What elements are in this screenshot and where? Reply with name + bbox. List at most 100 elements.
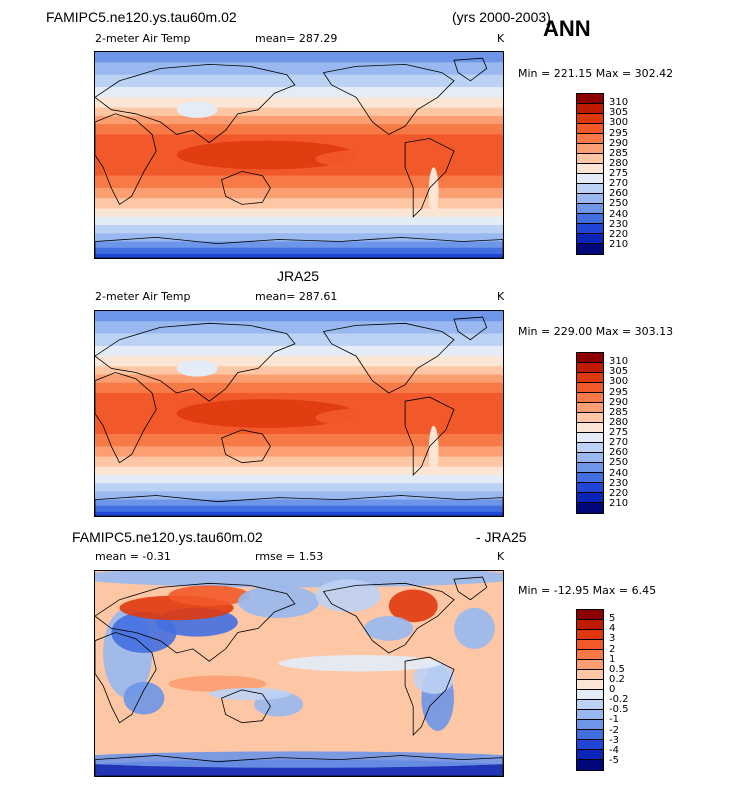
colorbar-tick-label: 260 <box>609 188 629 200</box>
colorbar-swatch <box>577 720 603 730</box>
coastline <box>221 429 271 464</box>
colorbar-swatch <box>577 383 603 393</box>
panel1-minmax: Min = 221.15 Max = 302.42 <box>518 67 674 80</box>
temperature-band <box>95 356 503 367</box>
panel3-colorbar <box>576 609 604 771</box>
coastline <box>453 57 488 82</box>
colorbar-tick-label: -0.5 <box>609 704 629 716</box>
panel2-units: K <box>497 290 505 303</box>
colorbar-swatch <box>577 760 603 770</box>
coastline <box>404 138 455 218</box>
panel3-title-right: - JRA25 <box>476 529 527 545</box>
coastline <box>453 316 488 341</box>
colorbar-swatch <box>577 174 603 184</box>
colorbar-tick-label: 230 <box>609 218 629 230</box>
panel3-units: K <box>497 550 505 563</box>
panel3-minmax: Min = -12.95 Max = 6.45 <box>518 584 657 597</box>
colorbar-swatch <box>577 750 603 760</box>
temperature-band <box>95 321 503 335</box>
diff-patch <box>123 681 165 715</box>
temperature-band <box>95 52 503 63</box>
temperature-band <box>95 499 503 507</box>
colorbar-swatch <box>577 373 603 383</box>
temperature-band <box>95 333 503 347</box>
coastline <box>322 582 455 654</box>
colorbar-swatch <box>577 144 603 154</box>
temperature-band <box>95 187 503 199</box>
colorbar-tick-label: 270 <box>609 178 629 190</box>
temperature-band <box>95 446 503 458</box>
colorbar-tick-label: 0 <box>609 684 616 695</box>
coastline <box>95 582 296 662</box>
colorbar-swatch <box>577 710 603 720</box>
diff-patch <box>237 585 320 619</box>
coastline <box>95 495 503 516</box>
colorbar-swatch <box>577 403 603 413</box>
coastline <box>95 755 503 776</box>
colorbar-swatch <box>577 134 603 144</box>
case-title: FAMIPC5.ne120.ys.tau60m.02 <box>46 9 237 25</box>
diff-patch <box>388 589 438 623</box>
colorbar-swatch <box>577 680 603 690</box>
temperature-band <box>95 87 503 98</box>
colorbar-tick-label: 270 <box>609 437 629 449</box>
panel3-map <box>94 570 504 777</box>
colorbar-tick-label: 0.5 <box>609 663 625 675</box>
andes-cool-strip <box>428 425 439 475</box>
colorbar-tick-label: 280 <box>609 157 629 169</box>
colorbar-swatch <box>577 640 603 650</box>
coastline <box>95 322 296 402</box>
panel3-mean: mean = -0.31 <box>95 550 171 563</box>
colorbar-tick-label: 220 <box>609 228 629 240</box>
warm-pool <box>315 407 446 428</box>
diff-patch <box>95 751 503 768</box>
colorbar-tick-label: 3 <box>609 633 616 645</box>
colorbar-swatch <box>577 670 603 680</box>
coastline <box>404 656 455 736</box>
temperature-band <box>95 311 503 322</box>
temperature-band <box>95 491 503 501</box>
colorbar-swatch <box>577 234 603 244</box>
colorbar-swatch <box>577 393 603 403</box>
colorbar-tick-label: 220 <box>609 487 629 499</box>
colorbar-tick-label: 4 <box>609 623 616 635</box>
colorbar-swatch <box>577 154 603 164</box>
coastline <box>453 576 488 601</box>
colorbar-tick-label: 310 <box>609 356 629 368</box>
colorbar-swatch <box>577 443 603 453</box>
coastline <box>322 63 455 135</box>
colorbar-tick-label: 300 <box>609 117 629 129</box>
colorbar-tick-label: 250 <box>609 198 629 210</box>
panel1-map <box>94 51 504 259</box>
temperature-band <box>95 198 503 210</box>
colorbar-tick-label: 275 <box>609 168 629 179</box>
temperature-band <box>95 225 503 234</box>
colorbar-swatch <box>577 660 603 670</box>
diff-patch <box>278 655 442 672</box>
panel1-colorbar <box>576 93 604 255</box>
panel3-rmse: rmse = 1.53 <box>255 550 324 563</box>
coastline <box>322 322 455 394</box>
colorbar-tick-label: -5 <box>609 754 619 766</box>
colorbar-swatch <box>577 184 603 194</box>
temperature-band <box>95 233 503 243</box>
temperature-band <box>95 366 503 376</box>
colorbar-tick-label: 210 <box>609 497 629 509</box>
temperature-band <box>95 434 503 447</box>
colorbar-swatch <box>577 433 603 443</box>
colorbar-tick-label: 290 <box>609 396 629 408</box>
temperature-band <box>95 216 503 226</box>
temperature-band <box>95 456 503 468</box>
temperature-band <box>95 374 503 384</box>
panel1-units: K <box>497 32 505 45</box>
warm-pool <box>176 399 357 428</box>
colorbar-swatch <box>577 204 603 214</box>
colorbar-tick-label: 285 <box>609 406 629 418</box>
temperature-band <box>95 505 503 513</box>
colorbar-tick-label: 210 <box>609 238 629 250</box>
diff-patch <box>413 661 455 694</box>
colorbar-tick-label: 300 <box>609 376 629 388</box>
diff-patch <box>168 585 251 606</box>
coastline <box>95 63 296 144</box>
temperature-band <box>95 466 503 476</box>
